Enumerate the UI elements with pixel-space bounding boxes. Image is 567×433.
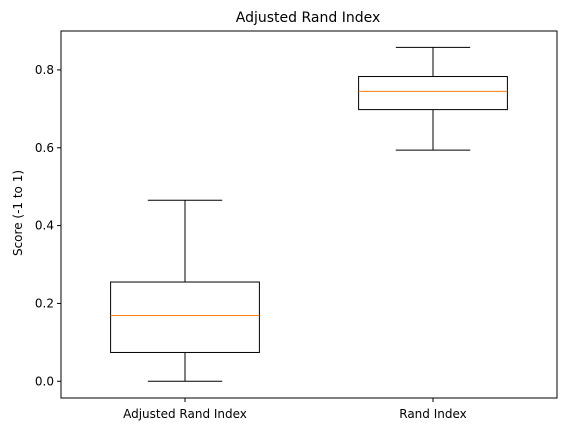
box <box>110 281 260 353</box>
x-tick-label: Rand Index <box>399 407 467 421</box>
y-tick-label: 0.4 <box>35 219 54 233</box>
y-tick-label: 0.0 <box>35 374 54 388</box>
axes-frame <box>60 30 558 399</box>
y-tick-label: 0.8 <box>35 63 54 77</box>
chart-title: Adjusted Rand Index <box>236 10 380 26</box>
y-axis-label: Score (-1 to 1) <box>11 170 25 256</box>
box <box>358 76 508 111</box>
x-tick-label: Adjusted Rand Index <box>123 407 247 421</box>
y-tick-label: 0.6 <box>35 141 54 155</box>
y-tick-label: 0.2 <box>35 296 54 310</box>
plot-area: 0.0 0.2 0.4 0.6 0.8 Adjusted Rand Index Rand I… <box>35 30 558 421</box>
